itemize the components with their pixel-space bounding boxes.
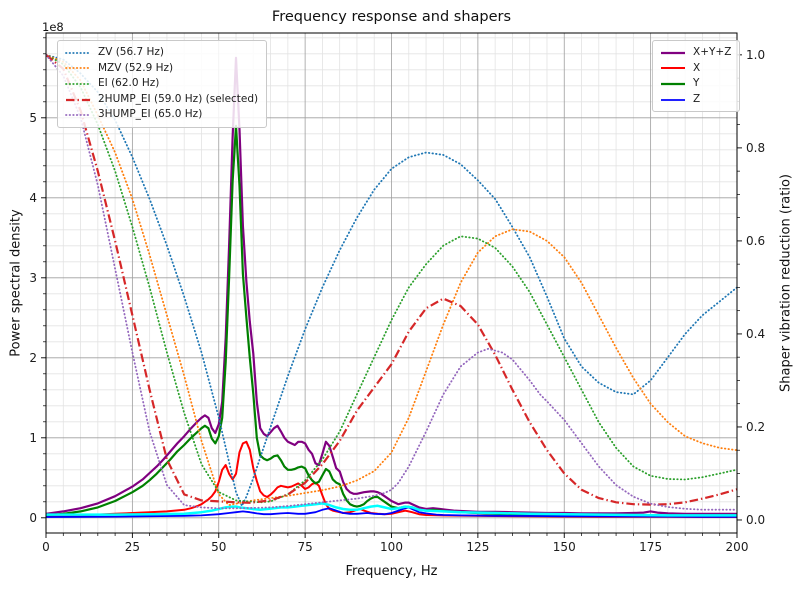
legend-item-3hump-ei-65-0-hz-: 3HUMP_EI (65.0 Hz) <box>65 107 258 123</box>
ticks-layer: 0 25 50 75 100 125 150 175 200 0 1 2 3 4 5 0.0 0.2 0.4 0.6… <box>29 37 765 554</box>
left-tick-label: 0 <box>29 511 37 525</box>
legend-item-zv-56-7-hz-: ZV (56.7 Hz) <box>65 45 258 61</box>
x-axis-label: Frequency, Hz <box>345 564 438 579</box>
legend-line-sample <box>65 83 91 85</box>
right-tick-label: 0.8 <box>746 141 765 155</box>
legend-label: 2HUMP_EI (59.0 Hz) (selected) <box>98 92 259 105</box>
legend-label: EI (62.0 Hz) <box>98 77 160 90</box>
shaper-curve-mzv-52-9-hz- <box>46 54 737 506</box>
shaper-curve-ei-62-0-hz- <box>46 54 737 504</box>
x-tick-label: 75 <box>297 540 312 554</box>
legend-item-2hump-ei-59-0-hz-selected-: 2HUMP_EI (59.0 Hz) (selected) <box>65 92 258 108</box>
right-tick-label: 0.2 <box>746 420 765 434</box>
legend-psd: X+Y+Z X Y Z <box>652 40 741 113</box>
x-tick-label: 200 <box>726 540 749 554</box>
legend-label: 3HUMP_EI (65.0 Hz) <box>98 108 203 121</box>
legend-item-z: Z <box>660 92 731 108</box>
chart-title: Frequency response and shapers <box>271 9 512 25</box>
x-tick-label: 100 <box>380 540 403 554</box>
legend-item-mzv-52-9-hz-: MZV (52.9 Hz) <box>65 61 258 77</box>
legend-item-ei-62-0-hz-: EI (62.0 Hz) <box>65 76 258 92</box>
left-tick-label: 5 <box>29 111 37 125</box>
legend-line-sample <box>65 67 91 70</box>
legend-label: X <box>693 61 701 74</box>
right-tick-label: 1.0 <box>746 48 765 62</box>
x-tick-label: 150 <box>553 540 576 554</box>
legend-item-y: Y <box>660 76 731 92</box>
legend-line-sample <box>661 98 685 101</box>
legend-line-sample <box>65 51 91 54</box>
left-axis-offset-text: 1e8 <box>42 20 64 34</box>
psd-curve-z <box>46 506 737 518</box>
x-tick-label: 125 <box>466 540 489 554</box>
x-tick-label: 50 <box>211 540 226 554</box>
left-tick-label: 2 <box>29 351 37 365</box>
legend-label: MZV (52.9 Hz) <box>98 61 174 74</box>
legend-label: ZV (56.7 Hz) <box>98 46 165 58</box>
right-axis-label: Shaper vibration reduction (ratio) <box>778 174 794 392</box>
legend-line-sample <box>661 67 685 70</box>
legend-item-x-y-z: X+Y+Z <box>660 45 731 61</box>
left-tick-label: 1 <box>29 431 37 445</box>
right-tick-label: 0.0 <box>746 513 765 527</box>
legend-line-sample <box>65 114 91 117</box>
left-axis-label: Power spectral density <box>8 209 24 357</box>
shaper-curve-2hump-ei-59-0-hz-selected- <box>46 54 737 506</box>
curves-layer <box>46 54 737 518</box>
x-tick-label: 0 <box>42 540 50 554</box>
psd-curve-after-shaper <box>46 502 737 517</box>
legend-line-sample <box>661 51 685 54</box>
legend-label: X+Y+Z <box>693 46 732 58</box>
legend-line-sample <box>66 98 90 101</box>
x-tick-label: 175 <box>639 540 662 554</box>
legend-shapers: ZV (56.7 Hz) MZV (52.9 Hz) EI (62.0 Hz) 2HU… <box>57 40 268 128</box>
legend-item-x: X <box>660 61 731 77</box>
shaper-curve-zv-56-7-hz- <box>46 54 737 507</box>
x-tick-label: 25 <box>125 540 140 554</box>
legend-line-sample <box>661 82 685 86</box>
left-tick-label: 4 <box>29 191 37 205</box>
right-tick-label: 0.6 <box>746 234 765 248</box>
legend-label: Y <box>693 77 700 90</box>
legend-label: Z <box>693 92 701 105</box>
left-tick-label: 3 <box>29 271 37 285</box>
shaper-curve-3hump-ei-65-0-hz- <box>46 54 737 511</box>
right-tick-label: 0.4 <box>746 327 765 341</box>
